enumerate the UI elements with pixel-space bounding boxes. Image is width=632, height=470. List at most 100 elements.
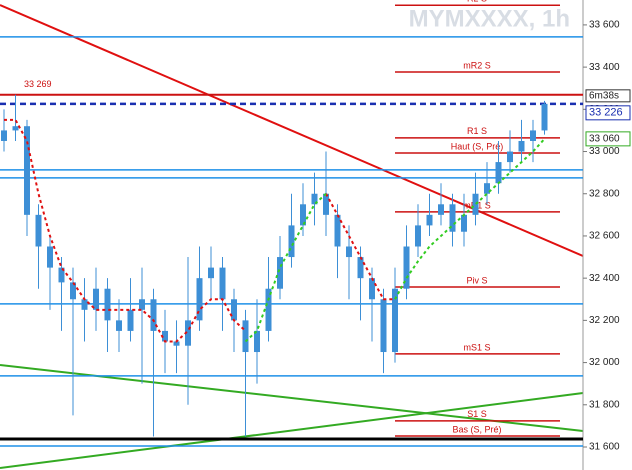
timer-badge xyxy=(585,89,631,103)
candle xyxy=(484,162,490,205)
candle xyxy=(472,172,479,226)
candle xyxy=(392,267,398,363)
candle-body xyxy=(426,214,433,226)
candle xyxy=(1,109,7,152)
candle-body xyxy=(518,140,525,152)
candle-body xyxy=(380,299,387,353)
high-label: 33 269 xyxy=(24,79,52,89)
candle xyxy=(415,204,421,258)
last-price-badge xyxy=(585,105,631,121)
y-tick-label: 33 000 xyxy=(589,146,620,157)
moving-average xyxy=(4,118,395,343)
trend-line xyxy=(0,4,584,257)
last-price-label: 33 226 xyxy=(589,107,623,119)
pivot-label: R2 S xyxy=(467,0,487,4)
candle xyxy=(518,119,525,163)
candle xyxy=(219,257,226,331)
candle-body xyxy=(139,299,145,310)
candle xyxy=(127,278,134,342)
candle xyxy=(380,288,387,374)
candle xyxy=(116,299,122,353)
candle-body xyxy=(93,288,99,310)
candle-body xyxy=(35,214,42,247)
candle-body xyxy=(162,330,168,342)
candle-body xyxy=(70,282,76,300)
candle-body xyxy=(277,257,283,289)
candle-body xyxy=(58,267,65,283)
candle-body xyxy=(81,299,88,310)
candle-body xyxy=(369,278,375,300)
candle xyxy=(196,246,203,331)
candle-body xyxy=(311,193,318,205)
candle xyxy=(461,193,467,247)
candle-body xyxy=(495,162,502,184)
candle-body xyxy=(12,126,19,131)
pivot-label: Piv S xyxy=(466,275,487,285)
candle-body xyxy=(300,204,306,226)
candle-body xyxy=(346,246,352,258)
candle-body xyxy=(461,214,467,232)
candle-body xyxy=(219,267,226,300)
candle xyxy=(24,119,30,236)
candle-body xyxy=(334,214,341,247)
candle xyxy=(81,278,88,342)
candle xyxy=(426,193,433,236)
chart-title: MYMXXXX, 1h xyxy=(409,5,570,32)
candle xyxy=(541,100,548,135)
candle-body xyxy=(541,103,548,131)
ma-price-label: 33 060 xyxy=(589,134,620,145)
candle-body xyxy=(357,257,364,279)
candle-body xyxy=(104,288,111,321)
pivot-label: R1 S xyxy=(467,126,487,136)
candle-body xyxy=(1,130,7,141)
pivot-label: Bas (S, Pré) xyxy=(452,424,501,434)
candle-body xyxy=(185,320,191,346)
y-tick-label: 32 200 xyxy=(589,315,620,326)
y-tick-label: 32 400 xyxy=(589,273,620,284)
candle-body xyxy=(150,299,157,331)
pivot-label: mR2 S xyxy=(463,60,491,70)
ma-price-badge xyxy=(585,131,631,147)
candle-body xyxy=(208,267,214,279)
candle xyxy=(93,267,99,331)
candle-body xyxy=(484,183,490,194)
candle-body xyxy=(449,204,456,232)
candle-body xyxy=(507,151,513,163)
y-tick-label: 32 800 xyxy=(589,188,620,199)
candle-body xyxy=(231,299,237,321)
candle-body xyxy=(47,246,53,268)
candle-body xyxy=(403,246,410,289)
candle xyxy=(449,193,456,247)
candle xyxy=(438,183,444,226)
timer-label: 6m38s xyxy=(589,90,619,101)
candle xyxy=(277,235,283,300)
candle xyxy=(58,257,65,331)
y-tick-label: 31 800 xyxy=(589,399,620,410)
candle xyxy=(495,140,502,194)
candle xyxy=(139,267,145,384)
pivot-label: mS1 S xyxy=(463,342,490,352)
candle xyxy=(173,320,180,374)
candle xyxy=(104,278,111,353)
candle xyxy=(70,267,76,416)
candle xyxy=(254,299,260,384)
candle-body xyxy=(24,126,30,215)
candle-body xyxy=(288,225,295,258)
candle-body xyxy=(415,225,421,247)
candle xyxy=(150,288,157,437)
y-tick-label: 32 600 xyxy=(589,231,620,242)
candle xyxy=(47,235,53,310)
candle xyxy=(242,309,249,437)
candle-body xyxy=(116,320,122,331)
candle-body xyxy=(254,330,260,353)
pivot-label: Haut (S, Pré) xyxy=(451,141,504,151)
candle-body xyxy=(173,341,180,346)
candle-body xyxy=(530,130,536,141)
y-tick-label: 31 600 xyxy=(589,442,620,453)
candle-body xyxy=(472,193,479,215)
y-tick-label: 33 600 xyxy=(589,20,620,31)
candle xyxy=(185,257,191,405)
candle xyxy=(530,119,536,163)
